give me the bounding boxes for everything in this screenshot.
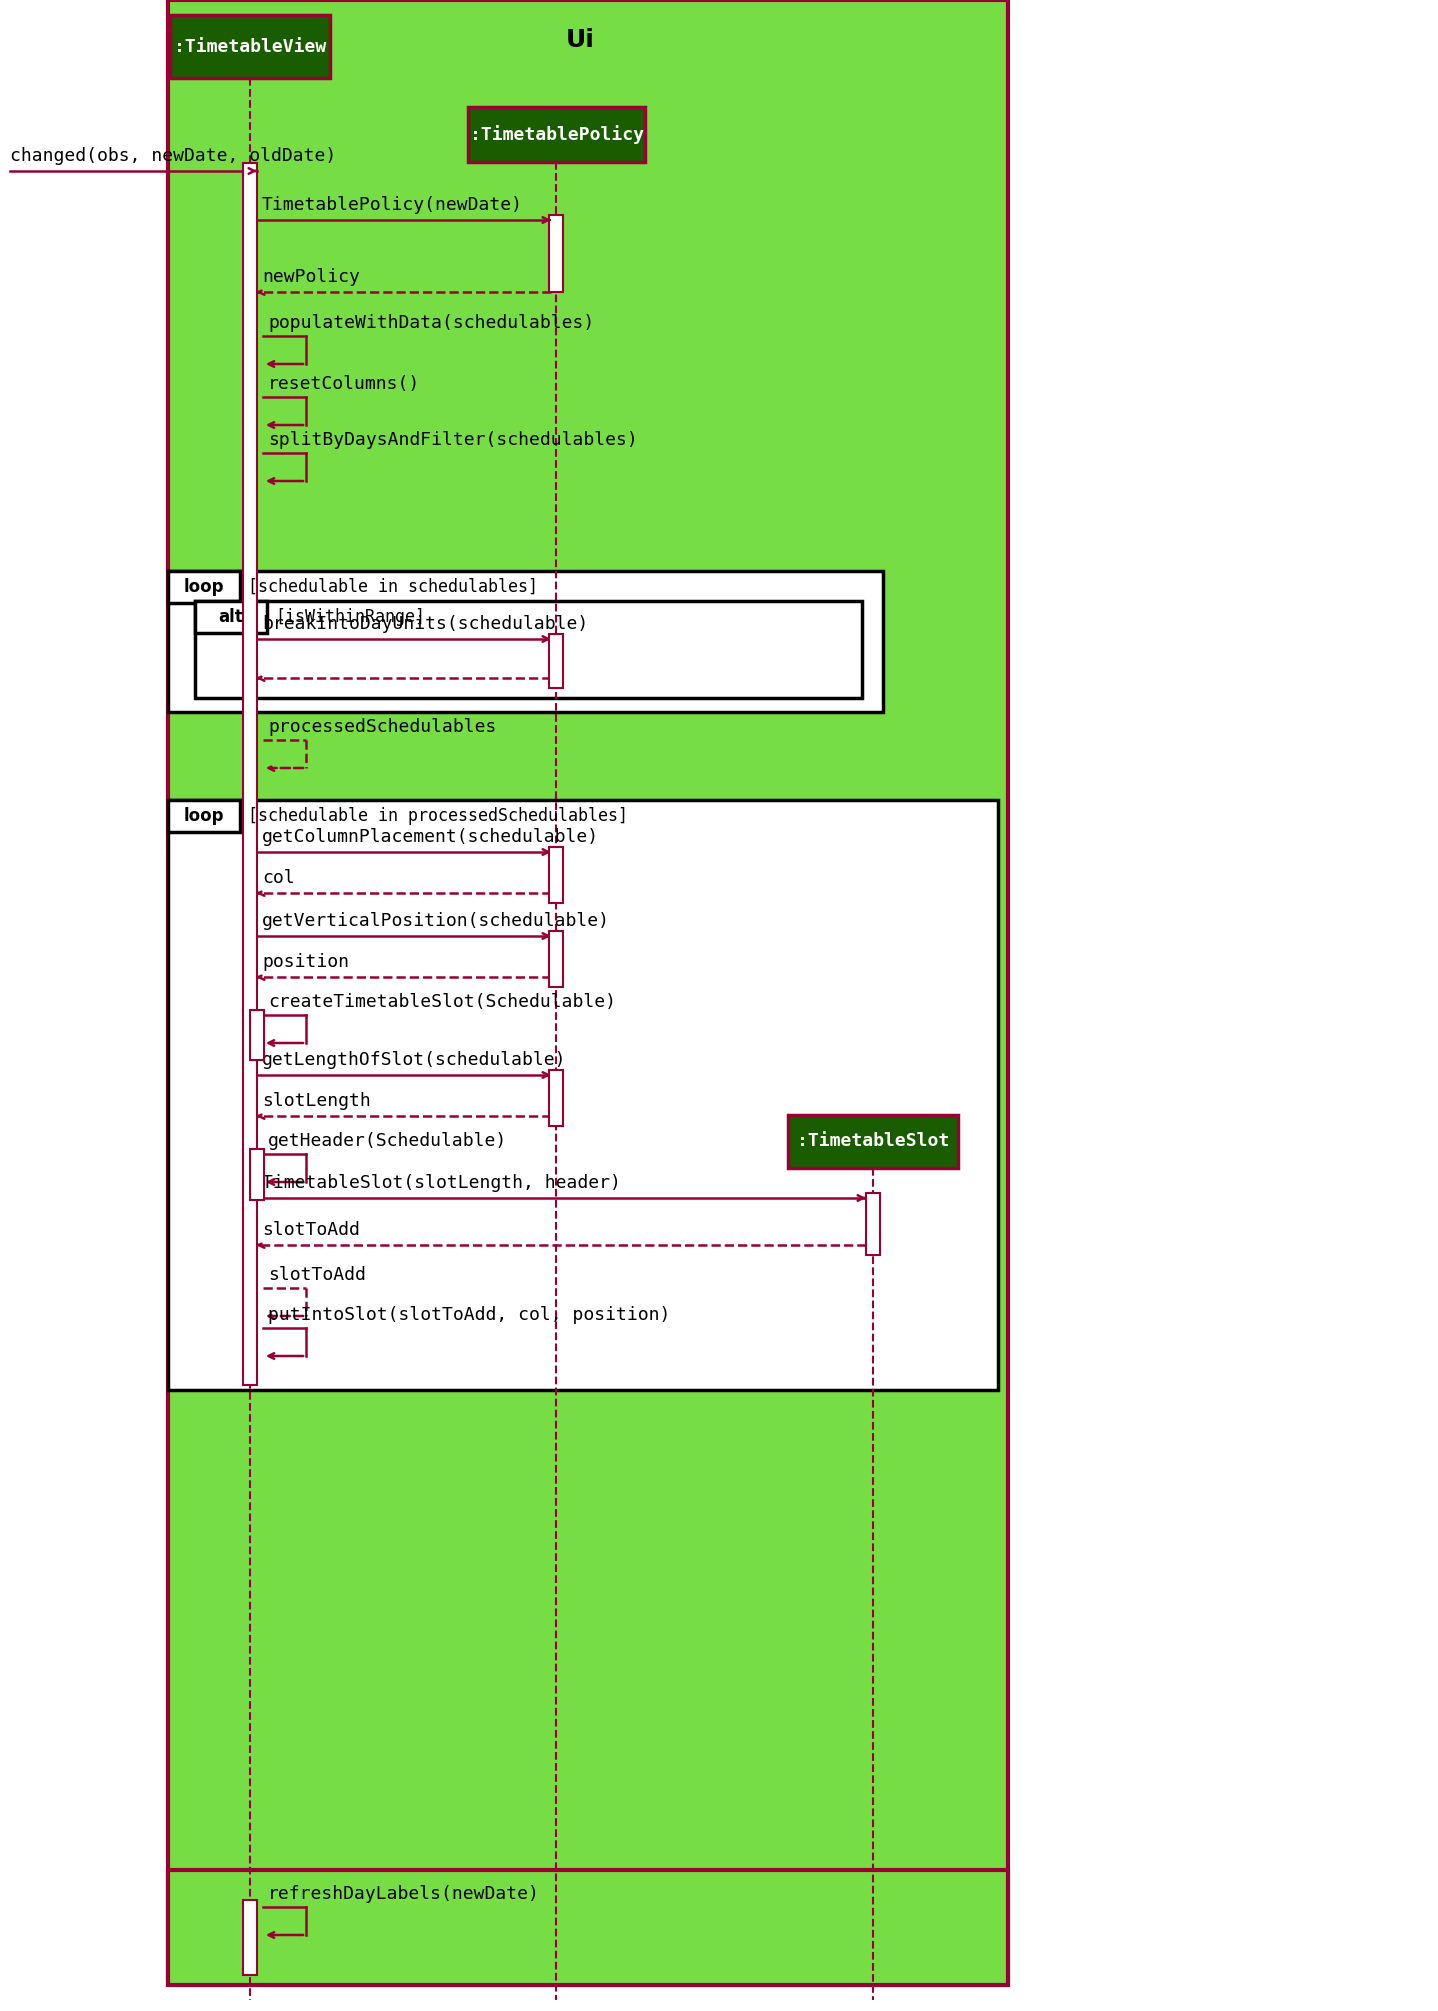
- Text: getColumnPlacement(schedulable): getColumnPlacement(schedulable): [262, 829, 600, 847]
- Bar: [168, 571, 883, 712]
- Bar: [549, 931, 564, 987]
- Text: loop: loop: [184, 806, 224, 825]
- Text: Ui: Ui: [565, 28, 594, 52]
- Text: slotToAdd: slotToAdd: [262, 1221, 360, 1239]
- Text: [schedulable in schedulables]: [schedulable in schedulables]: [247, 577, 538, 595]
- Bar: [250, 1010, 265, 1060]
- Text: position: position: [262, 953, 349, 971]
- Bar: [250, 1148, 265, 1201]
- Text: processedSchedulables: processedSchedulables: [267, 718, 496, 736]
- Bar: [467, 107, 646, 163]
- Bar: [196, 601, 267, 633]
- Text: putIntoSlot(slotToAdd, col, position): putIntoSlot(slotToAdd, col, position): [267, 1305, 670, 1323]
- Text: getLengthOfSlot(schedulable): getLengthOfSlot(schedulable): [262, 1052, 567, 1070]
- Text: resetColumns(): resetColumns(): [267, 374, 420, 392]
- Text: slotLength: slotLength: [262, 1092, 371, 1110]
- Text: getVerticalPosition(schedulable): getVerticalPosition(schedulable): [262, 913, 610, 929]
- Text: refreshDayLabels(newDate): refreshDayLabels(newDate): [267, 1884, 539, 1902]
- Bar: [170, 14, 329, 78]
- Bar: [168, 0, 1008, 1981]
- Bar: [866, 1193, 880, 1255]
- Bar: [168, 800, 998, 1390]
- Bar: [196, 601, 861, 698]
- Text: :TimetablePolicy: :TimetablePolicy: [469, 125, 643, 145]
- Bar: [549, 633, 564, 688]
- Text: TimetablePolicy(newDate): TimetablePolicy(newDate): [262, 195, 523, 213]
- Text: breakIntoDayUnits(schedulable): breakIntoDayUnits(schedulable): [262, 615, 588, 633]
- Bar: [168, 1870, 1008, 1985]
- Bar: [168, 800, 240, 833]
- Text: :TimetableSlot: :TimetableSlot: [797, 1132, 949, 1150]
- Bar: [168, 571, 240, 603]
- Text: loop: loop: [184, 577, 224, 595]
- Text: splitByDaysAndFilter(schedulables): splitByDaysAndFilter(schedulables): [267, 430, 637, 448]
- Bar: [243, 1900, 257, 1975]
- Text: newPolicy: newPolicy: [262, 267, 360, 286]
- Text: alt: alt: [219, 607, 243, 625]
- Text: populateWithData(schedulables): populateWithData(schedulables): [267, 314, 594, 332]
- Text: [schedulable in processedSchedulables]: [schedulable in processedSchedulables]: [247, 806, 628, 825]
- Text: changed(obs, newDate, oldDate): changed(obs, newDate, oldDate): [10, 147, 336, 165]
- Text: getHeader(Schedulable): getHeader(Schedulable): [267, 1132, 508, 1150]
- Bar: [549, 847, 564, 903]
- Text: col: col: [262, 869, 295, 887]
- Bar: [788, 1114, 958, 1168]
- Text: :TimetableView: :TimetableView: [174, 38, 326, 56]
- Bar: [243, 163, 257, 1386]
- Text: createTimetableSlot(Schedulable): createTimetableSlot(Schedulable): [267, 993, 615, 1012]
- Text: [isWithinRange]: [isWithinRange]: [275, 607, 426, 625]
- Text: TimetableSlot(slotLength, header): TimetableSlot(slotLength, header): [262, 1174, 621, 1193]
- Bar: [549, 215, 564, 292]
- Text: slotToAdd: slotToAdd: [267, 1267, 365, 1283]
- Bar: [549, 1070, 564, 1126]
